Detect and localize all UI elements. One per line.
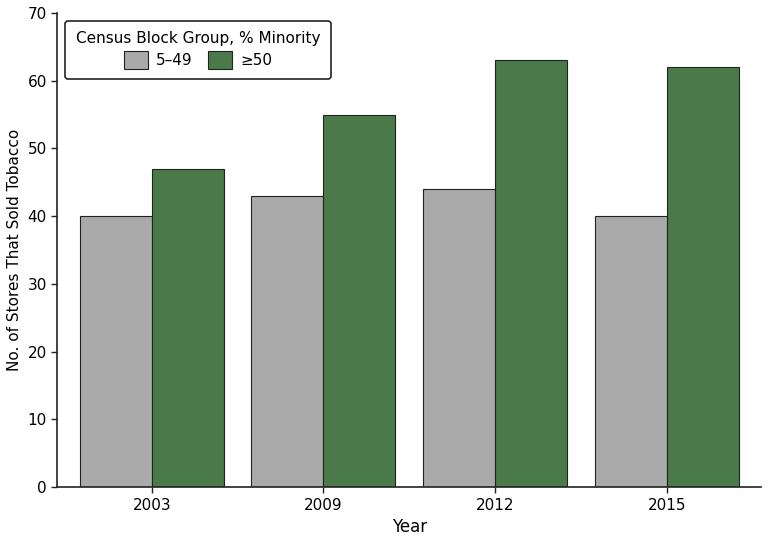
Bar: [594, 216, 667, 487]
Bar: [667, 67, 739, 487]
Bar: [423, 189, 495, 487]
Y-axis label: No. of Stores That Sold Tobacco: No. of Stores That Sold Tobacco: [7, 129, 22, 371]
Bar: [251, 196, 323, 487]
Legend: 5–49, ≥50: 5–49, ≥50: [65, 21, 331, 79]
X-axis label: Year: Year: [392, 518, 427, 536]
Bar: [152, 169, 223, 487]
Bar: [495, 60, 567, 487]
Bar: [80, 216, 152, 487]
Bar: [323, 115, 396, 487]
